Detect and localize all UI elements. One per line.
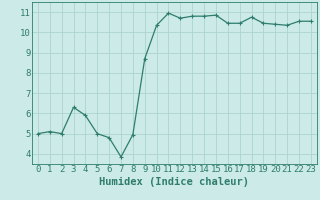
X-axis label: Humidex (Indice chaleur): Humidex (Indice chaleur): [100, 177, 249, 187]
